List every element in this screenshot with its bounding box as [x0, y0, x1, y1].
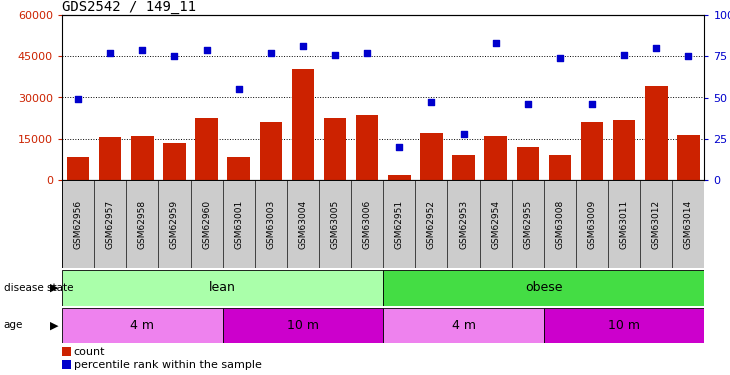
Point [586, 101, 598, 107]
Text: ▶: ▶ [50, 320, 58, 330]
Point [522, 101, 534, 107]
Bar [415, 180, 447, 268]
Text: GSM63009: GSM63009 [588, 200, 596, 249]
Bar [99, 137, 121, 180]
Text: GSM63004: GSM63004 [299, 200, 307, 249]
Bar [383, 270, 704, 306]
Text: GSM63011: GSM63011 [620, 200, 629, 249]
Text: percentile rank within the sample: percentile rank within the sample [74, 360, 261, 370]
Bar [292, 69, 314, 180]
Text: GSM63005: GSM63005 [331, 200, 339, 249]
Point [104, 50, 116, 56]
Point [618, 52, 630, 58]
Bar [351, 180, 383, 268]
Point [297, 44, 309, 50]
Bar [260, 122, 282, 180]
Text: 4 m: 4 m [452, 319, 475, 332]
Text: GSM63003: GSM63003 [266, 200, 275, 249]
Text: GSM62951: GSM62951 [395, 200, 404, 249]
Text: GSM62956: GSM62956 [74, 200, 82, 249]
Point [426, 99, 437, 105]
Bar [324, 118, 346, 180]
Text: GSM62960: GSM62960 [202, 200, 211, 249]
Point [361, 50, 373, 56]
Text: GSM63001: GSM63001 [234, 200, 243, 249]
Bar [576, 180, 608, 268]
Bar [62, 308, 223, 343]
Text: GSM62957: GSM62957 [106, 200, 115, 249]
Text: count: count [74, 347, 105, 357]
Text: GSM63008: GSM63008 [556, 200, 564, 249]
Bar [549, 155, 571, 180]
Text: lean: lean [210, 281, 236, 294]
Bar [672, 180, 704, 268]
Bar [485, 136, 507, 180]
Point [72, 96, 84, 102]
Text: 10 m: 10 m [608, 319, 640, 332]
Bar [544, 180, 576, 268]
Text: GSM62953: GSM62953 [459, 200, 468, 249]
Bar [126, 180, 158, 268]
Bar [517, 147, 539, 180]
Bar [677, 135, 699, 180]
Bar [94, 180, 126, 268]
Bar [131, 136, 153, 180]
Bar [608, 180, 640, 268]
Point [490, 40, 502, 46]
Bar [356, 116, 378, 180]
Text: 10 m: 10 m [287, 319, 319, 332]
Text: GSM63014: GSM63014 [684, 200, 693, 249]
Bar [480, 180, 512, 268]
Text: GSM62959: GSM62959 [170, 200, 179, 249]
Bar [383, 308, 544, 343]
Bar [228, 157, 250, 180]
Bar [447, 180, 480, 268]
Bar [645, 87, 667, 180]
Bar [62, 270, 383, 306]
Point [201, 46, 212, 53]
Text: GSM62958: GSM62958 [138, 200, 147, 249]
Point [233, 86, 245, 92]
Bar [544, 308, 704, 343]
Bar [640, 180, 672, 268]
Bar [287, 180, 319, 268]
Point [169, 53, 180, 59]
Bar [319, 180, 351, 268]
Text: GDS2542 / 149_11: GDS2542 / 149_11 [62, 0, 196, 14]
Point [137, 46, 148, 53]
Text: obese: obese [525, 281, 563, 294]
Bar [223, 308, 383, 343]
Point [265, 50, 277, 56]
Point [458, 131, 469, 137]
Text: GSM63012: GSM63012 [652, 200, 661, 249]
Text: GSM63006: GSM63006 [363, 200, 372, 249]
Bar [383, 180, 415, 268]
Bar [512, 180, 544, 268]
Bar [388, 174, 410, 180]
Bar [196, 118, 218, 180]
Point [329, 52, 341, 58]
Point [650, 45, 662, 51]
Text: disease state: disease state [4, 283, 73, 293]
Point [554, 55, 566, 61]
Point [683, 53, 694, 59]
Text: age: age [4, 320, 23, 330]
Bar [613, 120, 635, 180]
Text: GSM62955: GSM62955 [523, 200, 532, 249]
Bar [255, 180, 287, 268]
Bar [223, 180, 255, 268]
Bar [164, 143, 185, 180]
Bar [191, 180, 223, 268]
Text: GSM62954: GSM62954 [491, 200, 500, 249]
Bar [62, 180, 94, 268]
Bar [420, 133, 442, 180]
Point [393, 144, 405, 150]
Text: 4 m: 4 m [131, 319, 154, 332]
Text: GSM62952: GSM62952 [427, 200, 436, 249]
Bar [67, 157, 89, 180]
Bar [453, 155, 475, 180]
Bar [581, 122, 603, 180]
Bar [158, 180, 191, 268]
Text: ▶: ▶ [50, 283, 58, 293]
